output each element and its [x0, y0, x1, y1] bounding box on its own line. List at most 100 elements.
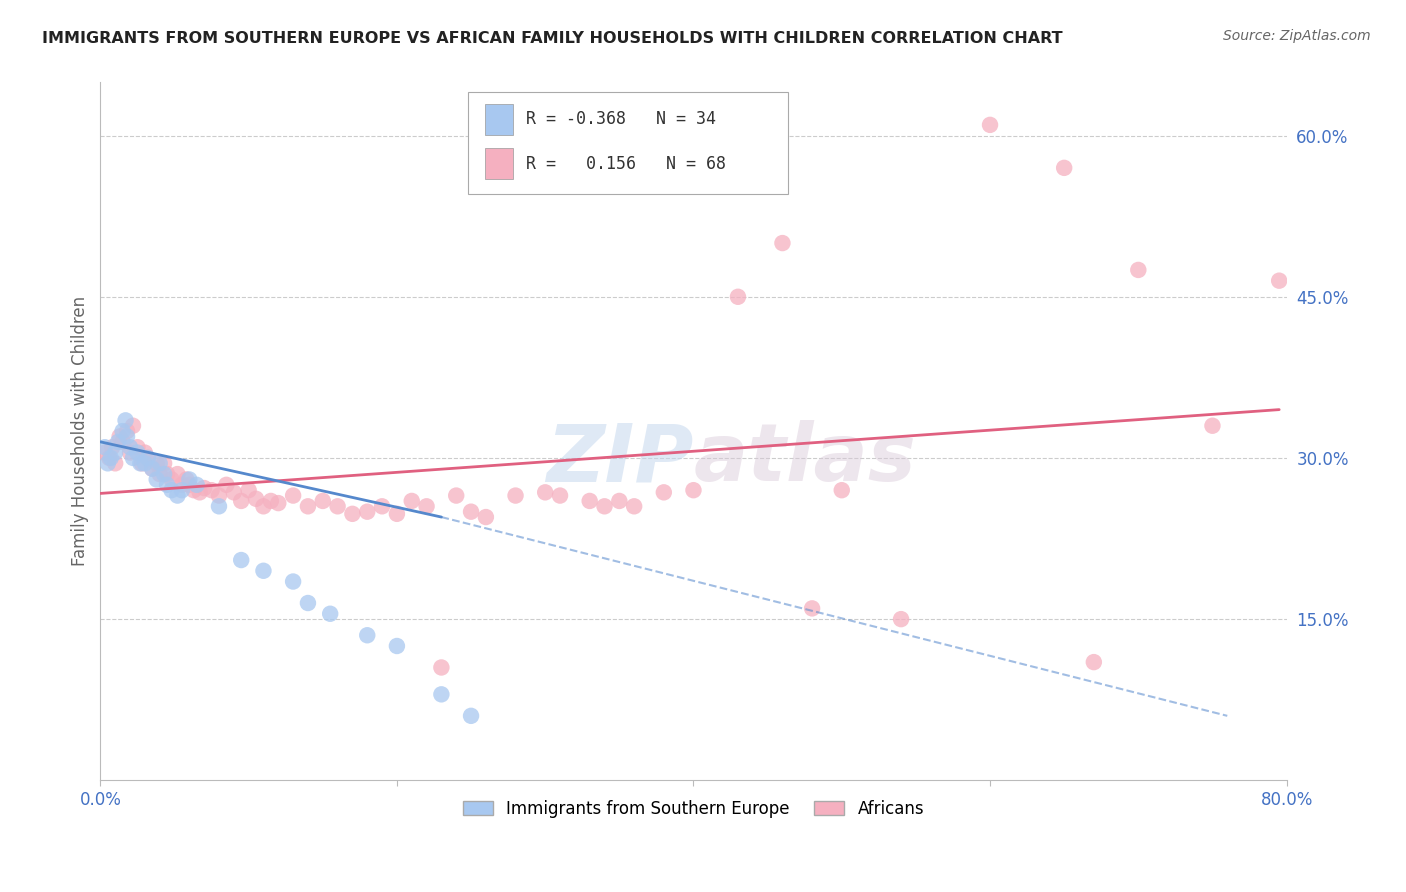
- Point: [141, 461, 163, 475]
- Point: [131, 456, 153, 470]
- Point: [385, 639, 408, 653]
- Text: ZIP: ZIP: [546, 420, 693, 498]
- Point: [122, 418, 145, 433]
- FancyBboxPatch shape: [485, 104, 513, 135]
- Point: [129, 456, 152, 470]
- Point: [1268, 274, 1291, 288]
- Point: [111, 434, 134, 449]
- Point: [134, 445, 156, 459]
- Point: [118, 445, 141, 459]
- Point: [356, 505, 378, 519]
- Point: [1083, 655, 1105, 669]
- Point: [801, 601, 824, 615]
- Point: [149, 467, 172, 481]
- Text: R =   0.156   N = 68: R = 0.156 N = 68: [526, 154, 727, 173]
- Point: [831, 483, 853, 498]
- Point: [593, 500, 616, 514]
- Point: [156, 467, 179, 481]
- Point: [141, 461, 163, 475]
- Point: [170, 483, 193, 498]
- Point: [98, 450, 121, 465]
- Point: [460, 505, 482, 519]
- Point: [156, 478, 179, 492]
- Point: [682, 483, 704, 498]
- Point: [297, 596, 319, 610]
- Point: [94, 440, 117, 454]
- Point: [193, 481, 215, 495]
- Point: [385, 507, 408, 521]
- Point: [231, 494, 253, 508]
- Point: [326, 500, 349, 514]
- Point: [160, 473, 183, 487]
- Point: [160, 483, 183, 498]
- Point: [1201, 418, 1223, 433]
- Point: [145, 456, 167, 470]
- Point: [312, 494, 335, 508]
- Point: [222, 485, 245, 500]
- Point: [401, 494, 423, 508]
- Point: [578, 494, 600, 508]
- Point: [475, 510, 498, 524]
- Text: atlas: atlas: [693, 420, 917, 498]
- Point: [260, 494, 283, 508]
- Point: [136, 450, 159, 465]
- Point: [115, 429, 138, 443]
- Point: [118, 440, 141, 454]
- Point: [107, 434, 129, 449]
- Point: [215, 478, 238, 492]
- Point: [281, 489, 304, 503]
- Point: [115, 424, 138, 438]
- Point: [108, 429, 131, 443]
- Point: [505, 489, 527, 503]
- Point: [104, 456, 127, 470]
- Point: [136, 450, 159, 465]
- Point: [94, 445, 117, 459]
- Point: [179, 478, 201, 492]
- Point: [153, 456, 176, 470]
- Point: [415, 500, 437, 514]
- FancyBboxPatch shape: [485, 148, 513, 179]
- Point: [548, 489, 571, 503]
- Point: [134, 456, 156, 470]
- Point: [356, 628, 378, 642]
- Point: [245, 491, 267, 506]
- Point: [607, 494, 630, 508]
- Point: [979, 118, 1001, 132]
- Point: [1053, 161, 1076, 175]
- Text: IMMIGRANTS FROM SOUTHERN EUROPE VS AFRICAN FAMILY HOUSEHOLDS WITH CHILDREN CORRE: IMMIGRANTS FROM SOUTHERN EUROPE VS AFRIC…: [42, 31, 1063, 46]
- Point: [297, 500, 319, 514]
- Point: [188, 485, 211, 500]
- Point: [890, 612, 912, 626]
- Point: [166, 467, 188, 481]
- Point: [1128, 263, 1150, 277]
- Point: [281, 574, 304, 589]
- Point: [319, 607, 342, 621]
- Point: [252, 564, 274, 578]
- Point: [727, 290, 749, 304]
- Point: [430, 660, 453, 674]
- Point: [252, 500, 274, 514]
- Point: [231, 553, 253, 567]
- Point: [208, 489, 231, 503]
- Point: [127, 445, 149, 459]
- Point: [145, 473, 167, 487]
- Point: [122, 450, 145, 465]
- Point: [460, 709, 482, 723]
- Point: [176, 473, 198, 487]
- Point: [772, 235, 794, 250]
- Text: R = -0.368   N = 34: R = -0.368 N = 34: [526, 111, 716, 128]
- Legend: Immigrants from Southern Europe, Africans: Immigrants from Southern Europe, African…: [456, 793, 931, 824]
- Y-axis label: Family Households with Children: Family Households with Children: [72, 296, 89, 566]
- Point: [430, 687, 453, 701]
- Point: [114, 413, 136, 427]
- Point: [200, 483, 222, 498]
- Point: [267, 496, 290, 510]
- Point: [238, 483, 260, 498]
- FancyBboxPatch shape: [468, 93, 789, 194]
- Point: [652, 485, 675, 500]
- Point: [179, 473, 201, 487]
- Point: [166, 489, 188, 503]
- Point: [127, 440, 149, 454]
- Point: [444, 489, 467, 503]
- Point: [623, 500, 645, 514]
